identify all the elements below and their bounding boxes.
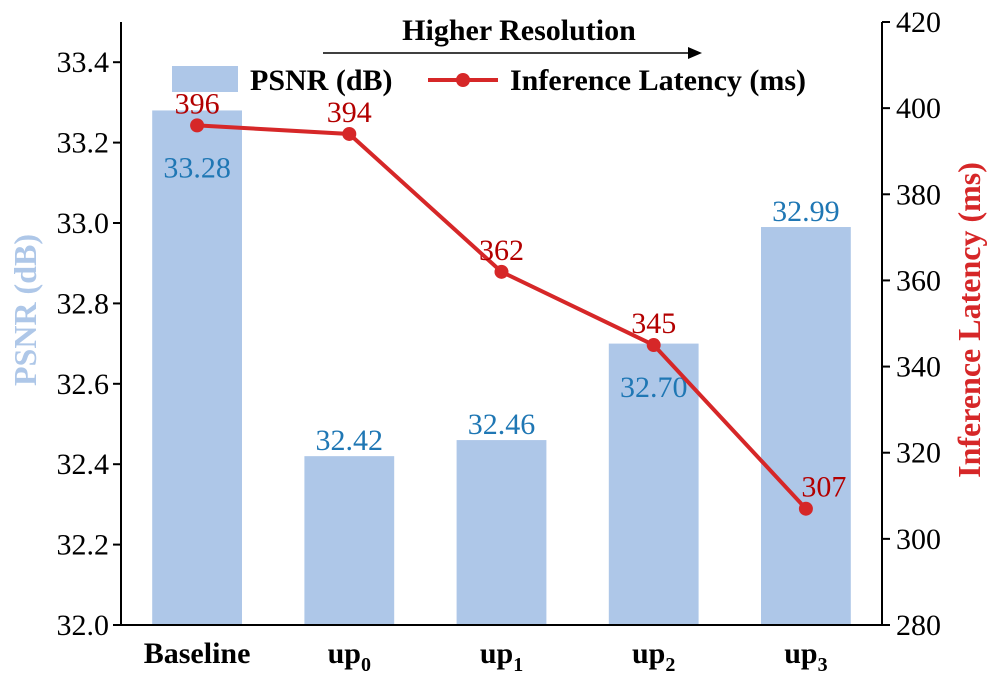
annotation: Higher Resolution: [323, 14, 702, 59]
right-tick-label: 400: [896, 92, 941, 125]
psnr-bar: [761, 227, 851, 625]
left-tick-label: 32.0: [57, 609, 110, 642]
legend-line-marker: [456, 73, 470, 87]
latency-label: 345: [631, 307, 676, 340]
latency-labels: 396 394 362 345 307: [175, 87, 847, 503]
latency-label: 307: [801, 471, 846, 504]
psnr-bar-label: 32.99: [772, 195, 840, 228]
psnr-bar-label: 32.46: [468, 408, 536, 441]
psnr-bar-labels: 33.28 32.42 32.46 32.70 32.99: [163, 151, 839, 457]
right-tick-label: 420: [896, 6, 941, 39]
latency-line: [190, 118, 813, 516]
latency-label: 396: [175, 87, 220, 120]
psnr-bar: [152, 110, 242, 625]
left-tick-label: 32.2: [57, 529, 110, 562]
annotation-arrowhead: [688, 47, 702, 59]
psnr-bar: [608, 343, 699, 625]
right-tick-label: 340: [896, 351, 941, 384]
latency-label: 362: [479, 234, 524, 267]
right-tick-label: 380: [896, 178, 941, 211]
legend-bar-swatch: [172, 66, 238, 92]
category-label: up1: [480, 637, 523, 676]
latency-point: [798, 501, 813, 516]
psnr-bars: [152, 110, 851, 625]
right-tick-label: 360: [896, 264, 941, 297]
left-tick-label: 33.4: [57, 46, 110, 79]
right-axis-ticks: 280 300 320 340 360 380 400 420: [882, 6, 941, 642]
category-label: up2: [632, 637, 675, 676]
legend-bar-label: PSNR (dB): [250, 64, 393, 97]
left-tick-label: 33.2: [57, 127, 110, 160]
latency-label: 394: [327, 96, 372, 129]
left-axis-ticks: 32.0 32.2 32.4 32.6 32.8 33.0 33.2 33.4: [57, 46, 121, 642]
psnr-bar-label: 32.42: [316, 424, 384, 457]
category-label: up0: [328, 637, 371, 676]
annotation-text: Higher Resolution: [402, 14, 636, 47]
category-label: Baseline: [144, 637, 251, 670]
latency-point: [646, 338, 661, 353]
psnr-bar: [456, 440, 547, 625]
left-tick-label: 32.8: [57, 287, 110, 320]
left-tick-label: 32.6: [57, 368, 110, 401]
axes: [120, 22, 883, 626]
legend: PSNR (dB) Inference Latency (ms): [172, 64, 806, 97]
latency-point: [190, 118, 205, 133]
category-labels: Baseline up0 up1 up2 up3: [144, 637, 828, 676]
latency-point: [494, 264, 509, 279]
right-axis-title: Inference Latency (ms): [951, 162, 987, 478]
psnr-bar-label: 33.28: [163, 151, 231, 184]
right-tick-label: 320: [896, 437, 941, 470]
left-axis-title: PSNR (dB): [7, 234, 43, 386]
left-tick-label: 33.0: [57, 207, 110, 240]
legend-line-label: Inference Latency (ms): [510, 64, 806, 97]
left-tick-label: 32.4: [57, 448, 110, 481]
psnr-bar: [304, 456, 395, 625]
latency-point: [342, 126, 357, 141]
right-tick-label: 280: [896, 609, 941, 642]
right-tick-label: 300: [896, 523, 941, 556]
category-label: up3: [784, 637, 827, 676]
psnr-bar-label: 32.70: [620, 371, 688, 404]
